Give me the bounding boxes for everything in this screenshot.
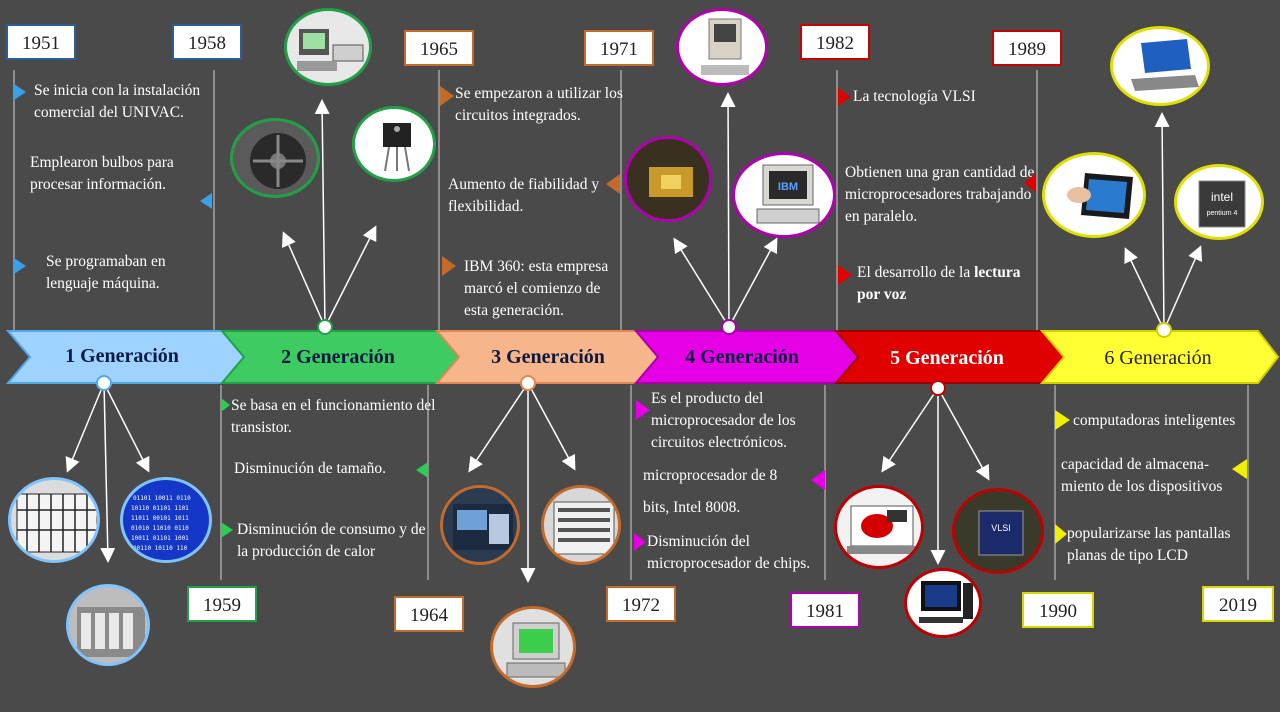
svg-text:01101 10011 0110: 01101 10011 0110	[133, 495, 191, 502]
macintosh-image	[676, 8, 768, 86]
transistor-computer-image	[284, 8, 372, 86]
node-gen4	[721, 319, 737, 335]
gen5-text-3-bold: lectura por voz	[857, 264, 1021, 303]
gen1-text-1: Se inicia con la instalación comercial d…	[34, 82, 201, 121]
year-1958: 1958	[172, 24, 242, 60]
gen4-text-2: microprocesador de 8 bits, Intel 8008.	[643, 467, 778, 516]
gen1-label: 1 Generación	[65, 345, 179, 367]
bullet-arrow-icon	[634, 533, 646, 551]
year-1982: 1982	[800, 24, 870, 60]
intel-8008-chip-image	[624, 136, 712, 222]
pentium-logo-text: pentium 4	[1207, 210, 1238, 217]
vlsi-chip-image: VLSI	[952, 488, 1044, 574]
gen2-label: 2 Generación	[281, 346, 395, 368]
svg-text:01010 11010 0110: 01010 11010 0110	[131, 525, 189, 532]
ibm-logo-text: IBM	[778, 181, 798, 193]
node-gen3	[520, 375, 536, 391]
voice-recognition-laptop-image	[834, 485, 924, 569]
convertible-laptop-image	[1110, 26, 1210, 106]
bullet-arrow-icon	[14, 84, 26, 100]
gen4-label: 4 Generación	[685, 346, 799, 368]
gen6-label: 6 Generación	[1104, 347, 1211, 369]
gen5-label: 5 Generación	[890, 347, 1004, 369]
svg-text:10011 01101 1001: 10011 01101 1001	[131, 535, 189, 542]
chevron-gen6	[1039, 330, 1280, 384]
bullet-arrow-icon	[811, 470, 825, 490]
bullet-arrow-icon	[200, 193, 212, 209]
bullet-arrow-icon	[442, 256, 456, 276]
bullet-arrow-icon	[14, 258, 26, 274]
vacuum-tube-rack-image	[8, 477, 100, 563]
transistor-image	[352, 106, 436, 182]
cooling-fan-image	[230, 118, 320, 198]
gen6-text-1: computadoras inteligentes	[1073, 412, 1236, 429]
touchscreen-image	[1042, 152, 1146, 238]
year-1951: 1951	[6, 24, 76, 60]
node-gen6	[1156, 322, 1172, 338]
bullet-arrow-icon	[606, 174, 620, 194]
year-1959: 1959	[187, 586, 257, 622]
gen2-text-2: Disminución de tamaño.	[234, 460, 386, 477]
bullet-arrow-icon	[221, 522, 233, 538]
year-1965: 1965	[404, 30, 474, 66]
intel-pentium-image: intel pentium 4	[1174, 164, 1264, 240]
bullet-arrow-icon	[1024, 173, 1036, 193]
gen2-text-1: Se basa en el funcionamiento del transis…	[231, 397, 436, 436]
bullet-arrow-icon	[636, 400, 650, 420]
gen5-text-1: La tecnología VLSI	[853, 88, 976, 105]
gen5-text-3: El desarrollo de la lectura por voz	[857, 262, 1037, 306]
year-1964: 1964	[394, 596, 464, 632]
ibm-360-panel-image	[541, 485, 621, 565]
vlsi-logo-text: VLSI	[991, 523, 1011, 533]
intel-logo-text: intel	[1211, 190, 1233, 204]
gen4-text-3: Disminución del microprocesador de chips…	[647, 533, 811, 572]
software-screen-image	[440, 485, 520, 565]
bullet-arrow-icon	[416, 462, 428, 478]
ibm-pc-green-screen-image	[490, 606, 576, 688]
gen3-text-3: IBM 360: esta empresa marcó el comienzo …	[464, 258, 609, 319]
gen3-text-2: Aumento de fiabilidad y flexibilidad.	[448, 176, 600, 215]
univac-room-image	[66, 584, 150, 666]
year-1971: 1971	[584, 30, 654, 66]
gen4-text-1: Es el producto del microprocesador de lo…	[651, 390, 796, 451]
svg-text:00110 10110 110: 00110 10110 110	[133, 545, 188, 552]
machine-code-screen-image: 01101 10011 0110 10110 01101 1101 11011 00…	[120, 477, 212, 563]
gen5-text-3-plain: El desarrollo de la	[857, 264, 975, 281]
year-1990: 1990	[1022, 592, 1094, 628]
bullet-arrow-icon	[838, 265, 852, 285]
gen2-text-3: Disminución de consumo y de la producció…	[237, 521, 426, 560]
year-1981: 1981	[790, 592, 860, 628]
year-2019: 2019	[1202, 586, 1274, 622]
gen6-text-3: popularizarse las pantallas planas de ti…	[1067, 525, 1231, 564]
gen1-text-3: Se programaban en lenguaje máquina.	[46, 253, 166, 292]
bullet-arrow-icon	[1232, 459, 1247, 479]
node-gen1	[96, 375, 112, 391]
ibm-pc-image: IBM	[732, 152, 836, 238]
node-gen2	[317, 319, 333, 335]
bullet-arrow-icon	[838, 88, 851, 106]
node-gen5	[930, 380, 946, 396]
desktop-pc-image	[904, 568, 982, 638]
year-1989: 1989	[992, 30, 1062, 66]
svg-text:10110 01101 1101: 10110 01101 1101	[131, 505, 189, 512]
bullet-arrow-icon	[1055, 524, 1067, 544]
gen3-text-1: Se empezaron a utilizar los circuitos in…	[455, 85, 623, 124]
gen5-text-2: Obtienen una gran cantidad de microproce…	[845, 164, 1035, 225]
gen3-label: 3 Generación	[491, 346, 605, 368]
bullet-arrow-icon	[221, 398, 230, 412]
year-1972: 1972	[606, 586, 676, 622]
bullet-arrow-icon	[1055, 410, 1070, 430]
svg-text:11011 00101 1011: 11011 00101 1011	[131, 515, 189, 522]
bullet-arrow-icon	[440, 86, 454, 106]
gen6-text-2: capacidad de almacena-miento de los disp…	[1061, 456, 1223, 495]
gen1-text-2: Emplearon bulbos para procesar informaci…	[30, 154, 174, 193]
